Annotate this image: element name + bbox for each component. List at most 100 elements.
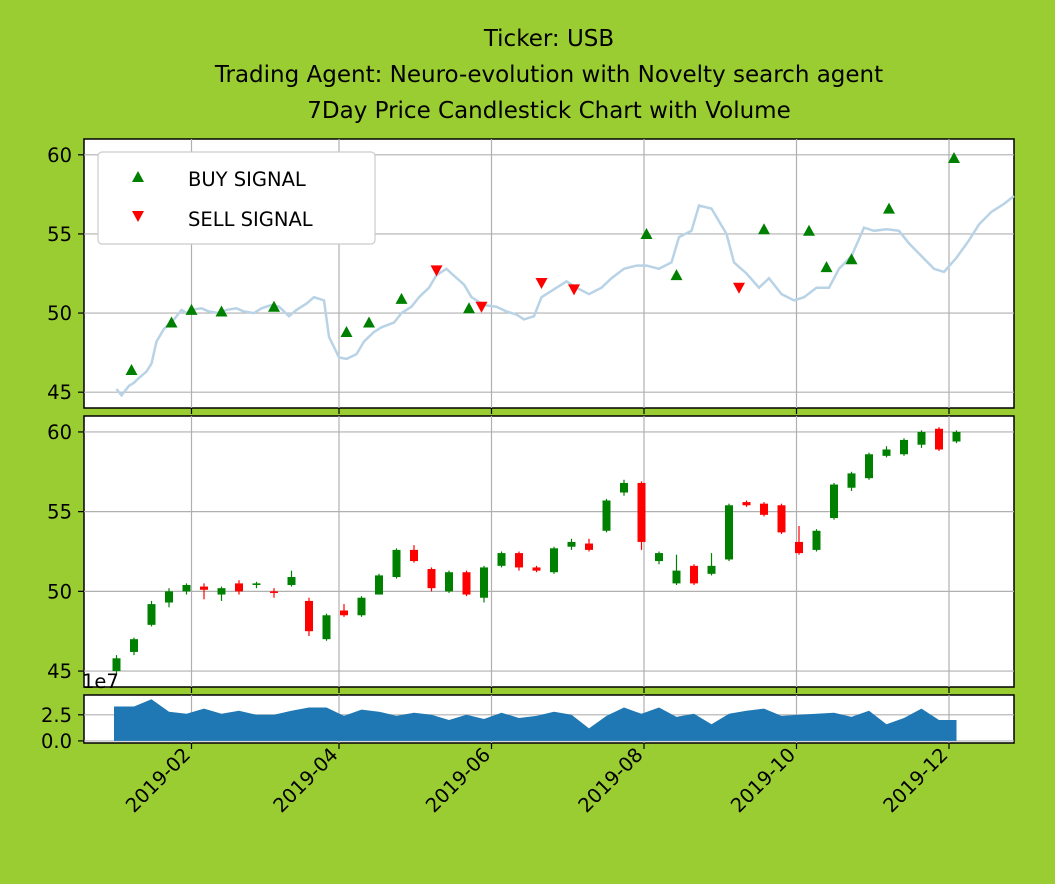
y-tick-label: 2.5	[41, 704, 72, 727]
candlestick-panel: 45 50 55 60	[47, 415, 1015, 693]
candle-body	[480, 567, 488, 598]
candle	[707, 553, 716, 576]
candle-body	[497, 553, 506, 566]
candle-body	[252, 583, 261, 585]
sell-signal-marker	[535, 277, 548, 289]
buy-signal-marker	[803, 224, 815, 236]
legend-sell-label: SELL SIGNAL	[188, 208, 313, 231]
candle	[620, 479, 628, 496]
y-tick-label: 50	[47, 302, 72, 325]
candle	[200, 583, 208, 600]
candle	[637, 481, 646, 550]
legend-buy-marker	[132, 171, 144, 182]
candle	[252, 581, 261, 589]
price-signal-panel: 45 50 55 60 BUY SIGNAL SELL SIGNAL	[47, 138, 1015, 414]
candle-body	[865, 454, 873, 479]
buy-signal-marker	[640, 227, 653, 239]
candle-body	[340, 610, 348, 616]
candle	[357, 596, 366, 617]
candle-body	[952, 431, 961, 442]
signal-markers	[125, 151, 960, 376]
candle-body	[567, 541, 576, 547]
sell-signal-marker	[733, 282, 745, 294]
candle-body	[725, 505, 733, 560]
candle-body	[882, 449, 891, 456]
y-tick-label: 55	[47, 501, 72, 524]
candle-body	[795, 541, 803, 554]
candle-body	[235, 583, 243, 592]
sell-signal-marker	[475, 301, 488, 313]
legend-box	[97, 151, 376, 245]
candle	[147, 600, 156, 627]
candle-body	[322, 615, 331, 640]
candle	[742, 500, 751, 507]
volume-area	[114, 699, 957, 741]
candle-body	[847, 473, 856, 488]
candle	[445, 570, 453, 593]
candle-body	[392, 549, 401, 578]
candle	[340, 604, 348, 617]
buy-signal-marker	[363, 316, 375, 328]
sell-signal-marker	[430, 265, 443, 277]
candle	[497, 551, 506, 568]
candle	[130, 637, 138, 656]
candle	[287, 570, 296, 587]
candle	[602, 498, 611, 533]
candle-body	[270, 591, 278, 593]
candle-body	[900, 439, 908, 455]
candle	[392, 548, 401, 579]
buy-signal-marker	[185, 303, 198, 315]
buy-signal-marker	[215, 305, 228, 317]
candle-body	[655, 553, 663, 562]
candle	[375, 573, 383, 595]
price-panel-x-ticks	[190, 408, 950, 414]
candle-body	[130, 639, 138, 652]
buy-signal-marker	[948, 151, 960, 163]
title-line-agent: Trading Agent: Neuro-evolution with Nove…	[214, 62, 883, 88]
candle	[532, 565, 541, 573]
candle-body	[917, 431, 926, 445]
sell-signal-marker	[568, 284, 580, 296]
candle	[515, 551, 523, 571]
candle-body	[777, 505, 786, 533]
figure-title: Ticker: USB Trading Agent: Neuro-evoluti…	[214, 26, 883, 124]
price-line	[115, 195, 1015, 398]
title-line-ticker: Ticker: USB	[483, 26, 614, 52]
y-tick-label: 55	[47, 223, 72, 246]
candle-panel-x-ticks	[190, 687, 950, 693]
candle	[235, 580, 243, 595]
candle	[165, 588, 173, 608]
buy-signal-marker	[125, 364, 138, 376]
candle	[112, 655, 121, 675]
candle-body	[147, 604, 156, 625]
candle	[655, 551, 663, 565]
candle-body	[637, 482, 646, 542]
candle-body	[427, 569, 436, 589]
buy-signal-marker	[670, 269, 683, 281]
candle-body	[375, 575, 383, 595]
candle-body	[200, 586, 208, 590]
candle	[760, 502, 768, 517]
candle	[900, 438, 908, 456]
buy-signal-marker	[268, 300, 280, 312]
candle	[305, 597, 313, 636]
candle-body	[620, 482, 628, 493]
y-tick-label: 60	[47, 421, 72, 444]
candle-body	[462, 572, 471, 595]
candle	[725, 503, 733, 562]
candle-body	[532, 567, 541, 571]
candle	[427, 567, 436, 592]
y-tick-label: 50	[47, 580, 72, 603]
candle-panel-frame	[83, 415, 1015, 688]
candle	[865, 452, 873, 480]
candle	[882, 446, 891, 458]
candle	[812, 529, 821, 552]
candle	[462, 570, 471, 597]
buy-signal-marker	[463, 302, 475, 314]
candle-body	[550, 548, 558, 573]
candle-body	[287, 577, 296, 585]
candle	[567, 538, 576, 550]
buy-signal-marker	[340, 326, 353, 338]
candle-body	[935, 428, 943, 450]
candle	[795, 525, 803, 555]
